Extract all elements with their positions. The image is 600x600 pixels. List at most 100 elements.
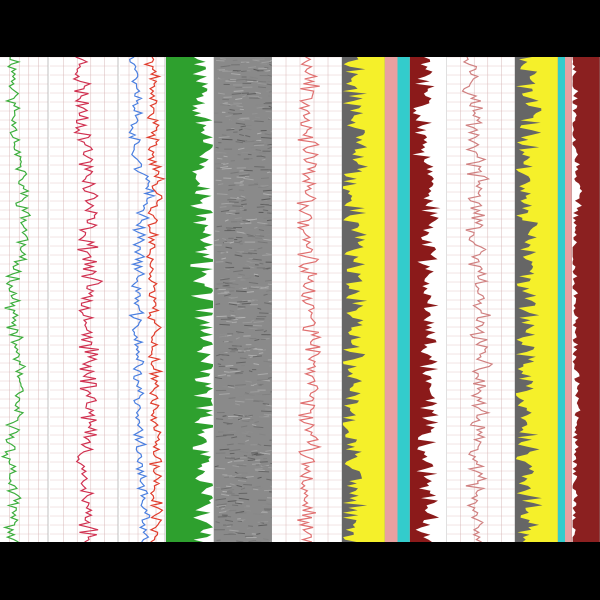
track-5-image-texture-mark: [215, 467, 226, 470]
track-5-image-texture-mark: [218, 92, 225, 95]
track-5-image-texture-mark: [254, 421, 260, 424]
track-5-image-texture-mark: [237, 386, 247, 389]
track-5-image-texture-mark: [241, 420, 250, 422]
track-5-image-texture-mark: [263, 102, 273, 105]
track-13-dark-background: [572, 57, 600, 542]
track-5-image-texture-mark: [267, 95, 273, 97]
track-5-image-texture-mark: [255, 234, 265, 237]
track-5-image-texture-mark: [261, 137, 273, 139]
track-5-image-texture-mark: [224, 364, 234, 367]
track-5-image-texture-mark: [215, 498, 227, 501]
track-5-image-texture-mark: [234, 498, 240, 501]
track-5-image-texture-mark: [256, 379, 268, 381]
track-4-fill: [166, 57, 215, 542]
track-5-image-texture-mark: [214, 465, 219, 468]
track-5-image-texture-mark: [233, 90, 244, 92]
track-5-image-texture-mark: [253, 453, 259, 456]
track-5-image-texture-mark: [257, 221, 268, 225]
track-5-image-texture-mark: [263, 293, 268, 296]
track-5-image-texture-mark: [252, 463, 261, 465]
track-5-image-texture-mark: [241, 203, 247, 206]
track-5-image-texture-mark: [269, 319, 273, 322]
track-5-image-texture-mark: [261, 158, 266, 161]
track-5-image-texture-mark: [228, 509, 237, 512]
track-5-image-texture-mark: [220, 358, 224, 361]
track-5-image-texture-mark: [257, 476, 262, 479]
track-5-image-texture-mark: [237, 276, 243, 279]
track-5-image-texture-mark: [218, 353, 229, 356]
track-5-image-texture-mark: [264, 144, 273, 147]
track-5-image-texture-mark: [228, 188, 233, 191]
track-5-image-texture-mark: [231, 283, 239, 285]
track-5-image-texture-mark: [256, 106, 265, 109]
track-5-image-texture-mark: [247, 459, 256, 462]
track-5-image-texture-mark: [235, 141, 244, 144]
track-5-image-texture-mark: [263, 203, 273, 207]
track-5-image-texture-mark: [250, 145, 260, 149]
track-5-image-texture-mark: [241, 302, 251, 305]
track-5-image-texture-mark: [248, 281, 259, 285]
track-5-image-texture-mark: [255, 453, 264, 457]
track-5-image-texture-mark: [254, 275, 259, 277]
track-5-image-texture-mark: [264, 233, 273, 236]
track-5-image-texture-mark: [220, 165, 229, 169]
track-5-image-texture-mark: [252, 485, 261, 489]
track-5-image-texture-mark: [240, 487, 246, 490]
track-5-image-texture-mark: [238, 273, 245, 276]
track-5-image-texture-mark: [236, 78, 247, 81]
track-5-image-texture-mark: [237, 221, 246, 224]
track-5-image-texture-mark: [219, 448, 230, 451]
track-5-image-texture-mark: [220, 493, 230, 497]
track-5-image-texture-mark: [240, 125, 247, 128]
track-5-image-texture-mark: [226, 443, 234, 446]
track-3-por-series-2: [143, 57, 166, 542]
track-5-image-texture-mark: [263, 360, 273, 363]
track-5-image-texture-mark: [253, 144, 265, 147]
track-5-image-texture-mark: [216, 503, 227, 506]
track-5-image-texture-mark: [245, 263, 250, 267]
track-5-image-texture-mark: [262, 209, 269, 212]
track-5-image-texture-mark: [244, 69, 251, 72]
track-5-image-texture-mark: [257, 391, 263, 394]
track-5-image-texture-mark: [230, 171, 239, 174]
track-5-image-texture-mark: [222, 237, 227, 241]
track-5-image-texture-mark: [269, 540, 273, 542]
track-5-image-texture-mark: [263, 330, 268, 333]
track-5-image-texture-mark: [233, 318, 239, 321]
track-5-image-texture-mark: [253, 321, 264, 323]
track-5-image-texture-mark: [238, 128, 243, 131]
track-5-image-texture-mark: [252, 488, 259, 491]
track-5-image-texture-mark: [262, 189, 273, 192]
track-5-image-texture-mark: [225, 509, 230, 512]
track-5-image-texture-mark: [238, 174, 250, 177]
track-5-image-texture-mark: [234, 502, 243, 505]
track-5-image-texture-mark: [248, 77, 253, 80]
track-5-image-texture-mark: [227, 386, 235, 389]
track-5-image-texture-mark: [248, 327, 258, 330]
track-5-image-texture-mark: [229, 241, 235, 244]
track-5-image-texture-mark: [258, 96, 263, 99]
track-5-image-texture-mark: [229, 310, 235, 313]
track-5-image-texture-mark: [219, 206, 227, 208]
track-5-image-texture-mark: [235, 122, 246, 125]
track-5-image-texture-mark: [239, 172, 248, 175]
track-5-image-texture-mark: [220, 487, 232, 490]
track-5-image-texture-mark: [221, 507, 225, 510]
track-5-image-texture-mark: [248, 183, 259, 186]
track-5-image-texture-mark: [229, 78, 237, 81]
track-5-image-texture-mark: [229, 370, 241, 373]
track-5-image-texture-mark: [261, 464, 270, 468]
track-5-image-texture-mark: [220, 209, 231, 213]
track-5-image-texture-mark: [237, 520, 243, 522]
track-5-image-texture-mark: [259, 312, 269, 314]
track-5-image-texture-mark: [230, 314, 236, 317]
track-5-image-texture-mark: [217, 183, 224, 186]
track-5-image-texture-mark: [238, 189, 245, 192]
track-5-image-texture-mark: [227, 384, 235, 387]
track-11-lith: [515, 57, 559, 542]
track-5-image-texture-mark: [238, 418, 243, 421]
track-5-image-texture-mark: [223, 366, 229, 370]
track-5-image-texture-mark: [228, 303, 237, 306]
track-5-image-texture-mark: [233, 269, 243, 273]
track-5-image-texture-mark: [246, 93, 256, 95]
